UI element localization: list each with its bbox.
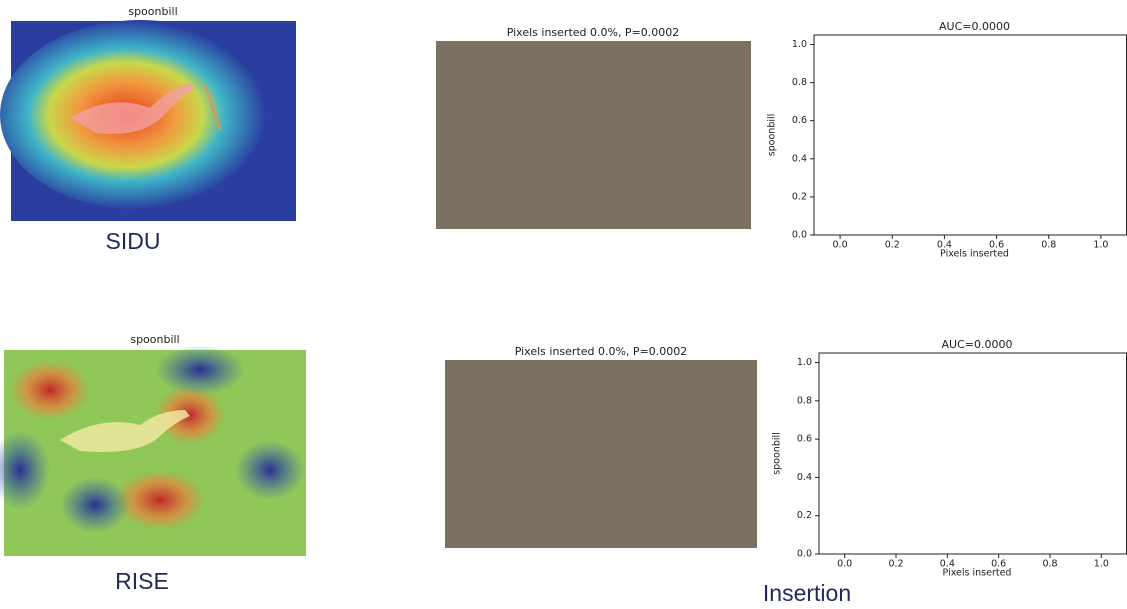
heatmap-image: [0, 345, 306, 556]
heatmap-image: [0, 20, 296, 221]
y-axis-label: spoonbill: [772, 432, 783, 475]
insertion-image: [445, 360, 757, 548]
x-tick-label: 0.8: [1042, 559, 1057, 570]
heatmap-title: spoonbill: [128, 5, 177, 18]
heatmap-title: spoonbill: [130, 333, 179, 346]
y-tick-label: 0.8: [792, 77, 807, 88]
caption: Insertion: [763, 580, 851, 606]
y-tick-label: 0.2: [792, 191, 807, 202]
x-tick-label: 0.0: [833, 240, 848, 251]
y-tick-label: 0.6: [792, 115, 807, 126]
y-tick-label: 1.0: [792, 39, 807, 50]
x-tick-label: 0.0: [837, 559, 852, 570]
plot-title: AUC=0.0000: [942, 338, 1013, 351]
insertion-image: [436, 41, 751, 229]
y-tick-label: 0.4: [792, 153, 807, 164]
figure: spoonbill SIDU Pixels inserted 0.0%, P=0…: [0, 0, 1127, 609]
y-tick-label: 0.8: [797, 395, 812, 406]
plot-frame: [814, 35, 1127, 235]
x-tick-label: 0.2: [888, 559, 903, 570]
x-tick-label: 0.2: [885, 240, 900, 251]
method-label: RISE: [115, 568, 169, 594]
x-tick-label: 1.0: [1094, 559, 1109, 570]
y-axis-label: spoonbill: [767, 114, 778, 157]
method-label: SIDU: [106, 228, 161, 254]
x-tick-label: 0.8: [1041, 240, 1056, 251]
x-tick-label: 0.4: [940, 559, 955, 570]
y-tick-label: 0.6: [797, 434, 812, 445]
x-tick-label: 1.0: [1093, 240, 1108, 251]
insertion-title: Pixels inserted 0.0%, P=0.0002: [515, 345, 688, 358]
y-tick-label: 0.4: [797, 472, 812, 483]
y-tick-label: 0.0: [797, 549, 812, 560]
plot-title: AUC=0.0000: [939, 20, 1010, 33]
plot-frame: [819, 353, 1127, 554]
x-tick-label: 0.6: [991, 559, 1006, 570]
x-tick-label: 0.4: [937, 240, 952, 251]
insertion-title: Pixels inserted 0.0%, P=0.0002: [507, 26, 680, 39]
y-tick-label: 0.2: [797, 510, 812, 521]
y-tick-label: 0.0: [792, 230, 807, 241]
y-tick-label: 1.0: [797, 357, 812, 368]
x-tick-label: 0.6: [989, 240, 1004, 251]
